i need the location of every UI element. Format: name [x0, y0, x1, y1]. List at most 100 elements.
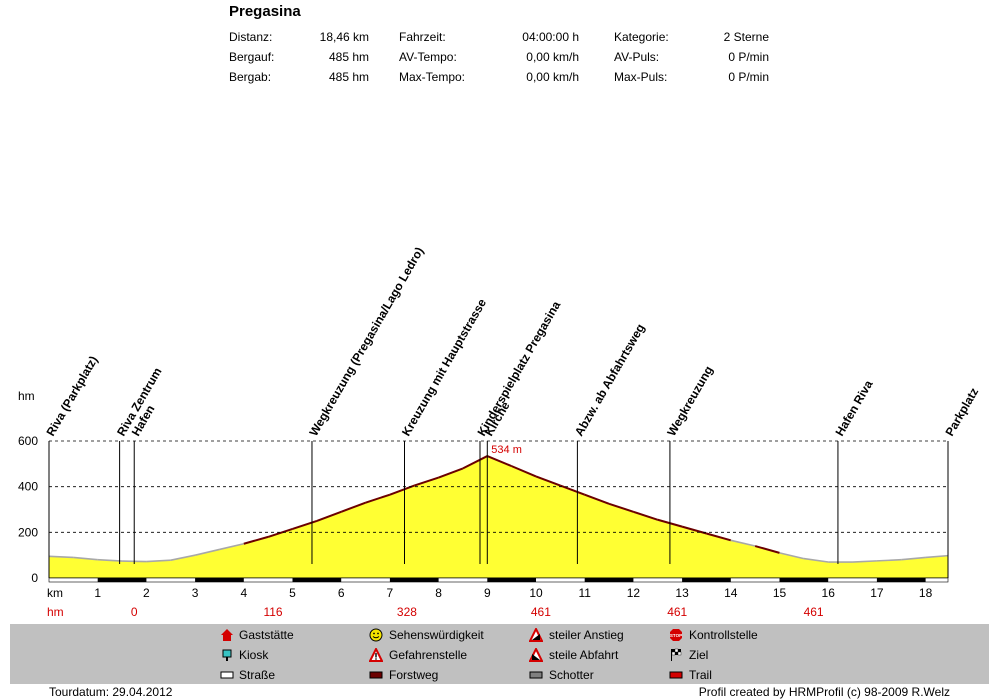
max-elevation-label: 534 m — [491, 444, 522, 456]
x-tick-label: 5 — [289, 586, 296, 600]
steiler-anstieg-icon — [529, 628, 543, 642]
stat-label: AV-Tempo: — [399, 50, 457, 64]
surface-bar — [584, 578, 634, 582]
strasse-icon — [220, 671, 234, 679]
elevation-line-segment — [219, 542, 244, 551]
surface-bar — [487, 578, 536, 582]
stat-value: 0,00 km/h — [526, 70, 579, 84]
x-tick-label: 9 — [484, 586, 491, 600]
elevation-line-segment — [413, 476, 439, 487]
waypoint-label: Wegkreuzung — [664, 364, 715, 439]
x-tick-label: 16 — [822, 586, 836, 600]
elevation-line-segment — [462, 455, 488, 470]
hm-value: 461 — [804, 605, 824, 619]
hm-value: 0 — [131, 605, 138, 619]
waypoint-label: Kinderspielplatz Pregasina — [474, 298, 563, 438]
x-tick-label: 8 — [435, 586, 442, 600]
legend-label: Forstweg — [389, 668, 439, 682]
elevation-line-segment — [754, 545, 780, 554]
ziel-icon — [671, 648, 682, 661]
gaststaette-icon — [221, 629, 233, 641]
hm-value: 461 — [531, 605, 551, 619]
kiosk-icon — [222, 649, 232, 661]
sehenswuerdigkeit-icon — [369, 628, 383, 642]
hm-value: 328 — [397, 605, 417, 619]
surface-bar — [389, 578, 439, 582]
stat-label: Bergab: — [229, 70, 272, 84]
elevation-line-segment — [146, 559, 171, 563]
elevation-line-segment — [365, 493, 391, 504]
elevation-line-segment — [608, 502, 634, 513]
legend-label: Kiosk — [239, 648, 269, 662]
elevation-line-segment — [97, 558, 123, 562]
elevation-line-segment — [633, 510, 659, 521]
x-tick-label: 6 — [338, 586, 345, 600]
legend-label: Gaststätte — [239, 628, 294, 642]
x-tick-label: 4 — [240, 586, 247, 600]
surface-bar — [682, 578, 731, 582]
stat-label: AV-Puls: — [614, 50, 660, 64]
x-tick-label: 7 — [387, 586, 394, 600]
waypoint-label: Parkplatz — [942, 385, 981, 438]
legend-label: steile Abfahrt — [549, 648, 619, 662]
surface-bar — [779, 578, 829, 582]
elevation-line-segment — [486, 455, 513, 468]
waypoint-label: Abzw. ab Abfahrtsweg — [572, 321, 648, 438]
stat-value: 0 P/min — [728, 50, 769, 64]
elevation-line-segment — [292, 519, 318, 530]
elevation-line-segment — [194, 548, 220, 556]
legend-label: Ziel — [689, 648, 709, 662]
gefahrenstelle-icon — [369, 648, 383, 662]
forstweg-icon — [369, 671, 383, 679]
stat-label: Max-Tempo: — [399, 70, 466, 84]
waypoint-label: Riva (Parkplatz) — [43, 354, 100, 439]
elevation-line-segment — [901, 556, 926, 561]
x-tick-label: 17 — [870, 586, 884, 600]
elevation-line-segment — [925, 554, 949, 559]
x-tick-label: 1 — [94, 586, 101, 600]
elevation-line-segment — [511, 465, 537, 478]
legend-label: Sehenswürdigkeit — [389, 628, 484, 642]
stat-label: Kategorie: — [614, 30, 669, 44]
stat-value: 18,46 km — [319, 30, 369, 44]
y-tick-label: 600 — [18, 434, 38, 448]
elevation-line-segment — [48, 555, 74, 559]
stat-value: 485 hm — [328, 70, 369, 84]
legend-label: Straße — [239, 668, 276, 682]
legend: Gaststätte Kiosk Straße Sehenswürdigkeit… — [10, 624, 989, 684]
elevation-area — [49, 456, 948, 578]
x-tick-label: 2 — [143, 586, 150, 600]
hm-row-label: hm — [47, 605, 64, 619]
stat-label: Max-Puls: — [614, 70, 668, 84]
x-tick-label: 18 — [919, 586, 933, 600]
tour-date: Tourdatum: 29.04.2012 — [49, 685, 173, 699]
x-tick-label: 11 — [578, 586, 591, 600]
stat-label: Bergauf: — [229, 50, 275, 64]
stat-label: Fahrzeit: — [399, 30, 446, 44]
x-tick-label: 3 — [192, 586, 199, 600]
waypoint-label: Kreuzung mit Hauptstrasse — [399, 296, 489, 438]
legend-label: steiler Anstieg — [549, 628, 624, 642]
y-tick-label: 200 — [18, 525, 38, 539]
x-tick-label: 13 — [675, 586, 689, 600]
elevation-line-segment — [584, 493, 610, 505]
elevation-line-segment — [535, 475, 561, 487]
legend-label: Schotter — [549, 668, 594, 682]
y-axis-label: hm — [18, 389, 35, 403]
legend-label: Kontrollstelle — [689, 628, 758, 642]
elevation-line-segment — [730, 539, 756, 547]
surface-bar — [876, 578, 926, 582]
elevation-line-segment — [779, 552, 805, 560]
surface-bar — [292, 578, 342, 582]
y-tick-label: 0 — [31, 571, 38, 585]
hm-value: 116 — [263, 605, 282, 619]
x-tick-label: 14 — [724, 586, 738, 600]
credits: Profil created by HRMProfil (c) 98-2009 … — [698, 685, 950, 699]
elevation-line-segment — [706, 532, 732, 542]
stat-value: 485 hm — [328, 50, 369, 64]
y-tick-label: 400 — [18, 480, 38, 494]
elevation-line-segment — [559, 484, 586, 496]
elevation-line-segment — [170, 554, 196, 561]
legend-label: Trail — [689, 668, 712, 682]
